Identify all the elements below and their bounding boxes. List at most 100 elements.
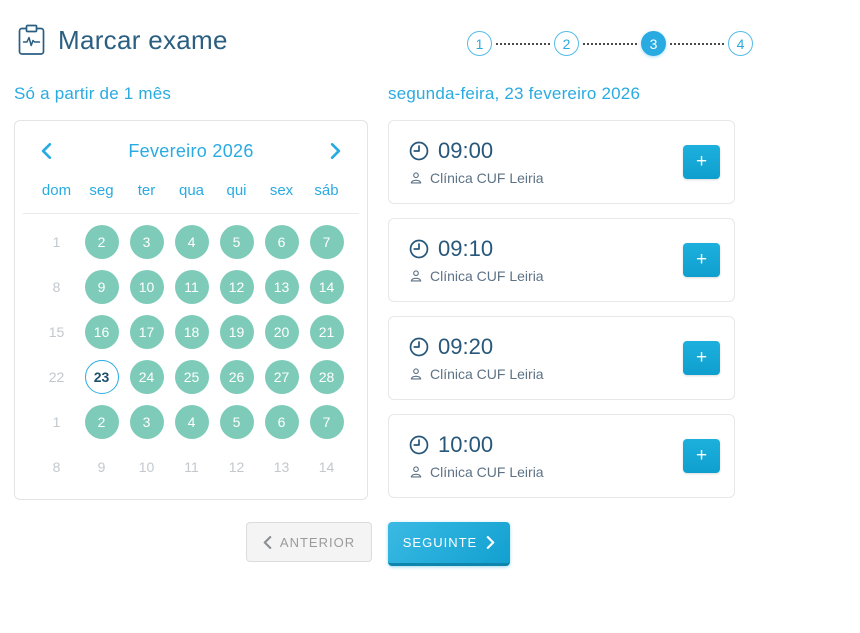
calendar-day[interactable]: 10 (129, 269, 164, 304)
page-header: Marcar exame (18, 24, 228, 56)
add-slot-button[interactable]: + (683, 439, 720, 473)
clock-icon (409, 435, 429, 455)
slot-location: Clínica CUF Leiria (430, 366, 544, 382)
calendar-day[interactable]: 11 (174, 269, 209, 304)
slot-location: Clínica CUF Leiria (430, 464, 544, 480)
calendar-day: 22 (48, 368, 65, 385)
calendar-day[interactable]: 25 (174, 359, 209, 394)
calendar-day[interactable]: 20 (264, 314, 299, 349)
clock-icon (409, 239, 429, 259)
calendar-day[interactable]: 28 (309, 359, 344, 394)
clock-icon (409, 141, 429, 161)
calendar-day: 8 (52, 278, 61, 295)
time-slot-card: 09:10 Clínica CUF Leiria (388, 218, 735, 302)
chevron-right-icon (486, 536, 495, 549)
stepper-connector (496, 42, 550, 45)
calendar-divider (23, 213, 359, 214)
add-slot-button[interactable]: + (683, 145, 720, 179)
weekday-label: ter (137, 181, 156, 199)
weekday-label: sex (269, 181, 294, 199)
calendar-day[interactable]: 14 (309, 269, 344, 304)
stepper-step[interactable]: 4 (728, 31, 753, 56)
add-slot-button[interactable]: + (683, 243, 720, 277)
calendar-day[interactable]: 4 (174, 404, 209, 439)
slot-info: 10:00 Clínica CUF Leiria (409, 432, 544, 480)
stepper-step-wrap: 3 (579, 31, 666, 56)
weekday-label: qui (226, 181, 247, 199)
calendar-day[interactable]: 16 (84, 314, 119, 349)
calendar-day[interactable]: 19 (219, 314, 254, 349)
slot-list: 09:00 Clínica CUF Leiria (388, 120, 735, 498)
stepper-step-wrap: 1 (467, 31, 492, 56)
calendar-day[interactable]: 13 (264, 269, 299, 304)
calendar-day: 8 (52, 458, 61, 475)
calendar-day: 1 (52, 413, 61, 430)
clipboard-pulse-icon (18, 24, 45, 56)
wizard-footer: ANTERIOR SEGUINTE (246, 522, 510, 566)
slots-panel: segunda-feira, 23 fevereiro 2026 09:00 (388, 84, 735, 498)
chevron-right-icon (330, 143, 341, 159)
time-slot-card: 09:00 Clínica CUF Leiria (388, 120, 735, 204)
slot-info: 09:10 Clínica CUF Leiria (409, 236, 544, 284)
seguinte-label: SEGUINTE (402, 535, 478, 550)
clinic-icon (409, 269, 423, 283)
calendar-day: 11 (184, 458, 199, 475)
anterior-button[interactable]: ANTERIOR (246, 522, 372, 562)
anterior-label: ANTERIOR (279, 534, 356, 550)
calendar-day: 14 (318, 458, 335, 475)
chevron-left-icon (263, 535, 272, 549)
stepper-step-wrap: 2 (492, 31, 579, 56)
clinic-icon (409, 367, 423, 381)
availability-note: Só a partir de 1 mês (14, 84, 172, 103)
calendar-day[interactable]: 21 (309, 314, 344, 349)
calendar-day[interactable]: 4 (174, 224, 209, 259)
stepper-connector (670, 42, 724, 45)
calendar-day[interactable]: 26 (219, 359, 254, 394)
calendar-day[interactable]: 23 (84, 359, 119, 394)
calendar-day[interactable]: 18 (174, 314, 209, 349)
calendar-day[interactable]: 2 (84, 224, 119, 259)
calendar-day[interactable]: 27 (264, 359, 299, 394)
stepper-step[interactable]: 3 (641, 31, 666, 56)
calendar-day[interactable]: 5 (219, 404, 254, 439)
time-slot-card: 09:20 Clínica CUF Leiria (388, 316, 735, 400)
calendar-day[interactable]: 24 (129, 359, 164, 394)
calendar-day[interactable]: 3 (129, 404, 164, 439)
stepper-step[interactable]: 1 (467, 31, 492, 56)
calendar-day[interactable]: 3 (129, 224, 164, 259)
time-slot-card: 10:00 Clínica CUF Leiria (388, 414, 735, 498)
calendar: Fevereiro 2026 dom seg ter qua qui (14, 120, 368, 500)
calendar-day[interactable]: 9 (84, 269, 119, 304)
calendar-next-button[interactable] (328, 141, 343, 161)
slot-location: Clínica CUF Leiria (430, 268, 544, 284)
seguinte-button[interactable]: SEGUINTE (388, 522, 510, 566)
add-slot-button[interactable]: + (683, 341, 720, 375)
stepper-step-wrap: 4 (666, 31, 753, 56)
calendar-day[interactable]: 6 (264, 404, 299, 439)
slot-info: 09:20 Clínica CUF Leiria (409, 334, 544, 382)
calendar-day[interactable]: 7 (309, 224, 344, 259)
calendar-day[interactable]: 7 (309, 404, 344, 439)
calendar-day[interactable]: 12 (219, 269, 254, 304)
page-title: Marcar exame (58, 24, 228, 55)
calendar-month-label: Fevereiro 2026 (128, 140, 254, 161)
slot-time: 09:20 (438, 334, 494, 359)
slot-time: 10:00 (438, 432, 494, 457)
calendar-nav: Fevereiro 2026 (15, 121, 367, 167)
calendar-day: 12 (228, 458, 245, 475)
stepper-step[interactable]: 2 (554, 31, 579, 56)
calendar-prev-button[interactable] (39, 141, 54, 161)
weekday-label: dom (41, 181, 72, 199)
calendar-day-grid: 1 2 3 4 5 6 7 8 9 10 (15, 214, 367, 499)
calendar-day[interactable]: 2 (84, 404, 119, 439)
calendar-day[interactable]: 17 (129, 314, 164, 349)
stepper-connector (583, 42, 637, 45)
selected-date-header: segunda-feira, 23 fevereiro 2026 (388, 84, 641, 103)
slot-info: 09:00 Clínica CUF Leiria (409, 138, 544, 186)
calendar-day[interactable]: 6 (264, 224, 299, 259)
weekday-label: sáb (314, 181, 339, 199)
calendar-panel: Só a partir de 1 mês Fevereiro 2026 dom (14, 84, 368, 500)
calendar-day: 9 (97, 458, 106, 475)
calendar-day[interactable]: 5 (219, 224, 254, 259)
slot-time: 09:10 (438, 236, 494, 261)
